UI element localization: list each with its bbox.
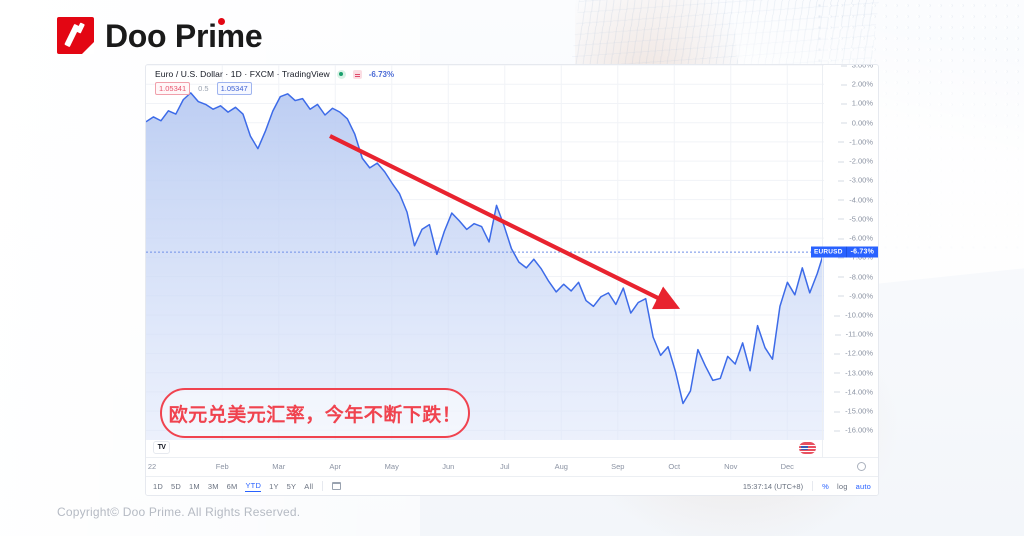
range-button-1y[interactable]: 1Y — [269, 481, 279, 491]
auto-toggle-button[interactable]: auto — [855, 481, 871, 491]
price-axis-tick: -14.00% — [834, 387, 873, 396]
price-axis-tick: 1.00% — [840, 99, 873, 108]
toolbar-right-group: 15:37:14 (UTC+8) % log auto — [743, 481, 871, 491]
price-axis-tick: -2.00% — [838, 157, 873, 166]
price-axis-tick: -12.00% — [834, 349, 873, 358]
tradingview-logo-icon[interactable]: TV — [153, 441, 170, 454]
range-button-6m[interactable]: 6M — [226, 481, 238, 491]
price-area-chart — [146, 65, 824, 440]
range-button-ytd[interactable]: YTD — [245, 480, 262, 492]
settings-icon[interactable] — [352, 69, 362, 79]
price-axis[interactable]: 3.00% 2.00% 1.00% 0.00% -1.00% -2.00% -3.00% -4… — [822, 65, 878, 457]
calendar-icon[interactable] — [332, 482, 342, 490]
gear-icon[interactable] — [857, 462, 866, 471]
time-axis-tick: Aug — [554, 462, 568, 471]
range-button-5d[interactable]: 5D — [171, 481, 181, 491]
chart-title: Euro / U.S. Dollar · 1D · FXCM · Trading… — [155, 69, 330, 79]
time-axis-tick: Sep — [611, 462, 625, 471]
price-axis-tick: 3.00% — [840, 65, 873, 70]
visibility-icon[interactable] — [336, 69, 346, 79]
legend-spread: 0.5 — [198, 84, 209, 93]
time-axis-tick: 22 — [147, 462, 157, 471]
time-axis-tick: Oct — [668, 462, 681, 471]
range-button-5y[interactable]: 5Y — [286, 481, 297, 491]
time-axis[interactable]: 22 Feb Mar Apr May Jun Jul Aug Sep Oct Nov Dec — [146, 457, 878, 476]
clock-label: 15:37:14 (UTC+8) — [742, 481, 804, 491]
range-button-all[interactable]: All — [304, 481, 314, 491]
price-axis-tick: -13.00% — [834, 368, 873, 377]
doo-prime-logo-icon — [57, 17, 94, 54]
range-button-1d[interactable]: 1D — [153, 481, 163, 491]
price-axis-tick: -8.00% — [838, 272, 873, 281]
price-axis-tick: -15.00% — [834, 407, 873, 416]
price-axis-tick: 2.00% — [840, 80, 873, 89]
price-axis-tick: -1.00% — [838, 137, 873, 146]
legend-price-high: 1.05347 — [216, 82, 252, 96]
price-axis-tick: -11.00% — [834, 330, 873, 339]
price-axis-tick: -3.00% — [838, 176, 873, 185]
badge-symbol: EURUSD — [810, 246, 847, 258]
time-axis-tick: Jun — [442, 462, 455, 471]
brand-name-text: Doo Prime — [105, 17, 263, 54]
percent-toggle-button[interactable]: % — [822, 481, 829, 491]
price-axis-tick: 0.00% — [840, 118, 873, 127]
range-button-3m[interactable]: 3M — [207, 481, 219, 491]
footer-copyright: Copyright© Doo Prime. All Rights Reserve… — [57, 505, 301, 519]
brand-name: Doo Prime — [105, 17, 263, 54]
time-axis-tick: Nov — [724, 462, 738, 471]
price-axis-tick: -16.00% — [834, 426, 873, 435]
time-axis-tick: Dec — [780, 462, 794, 471]
range-button-1m[interactable]: 1M — [189, 481, 200, 491]
price-axis-tick: -10.00% — [834, 311, 873, 320]
callout-text: 欧元兑美元汇率，今年不断下跌！ — [168, 404, 462, 426]
time-axis-tick: Apr — [329, 462, 342, 471]
time-axis-tick: Feb — [215, 462, 229, 471]
price-axis-tick: -5.00% — [838, 214, 873, 223]
chart-toolbar: 1D 5D 1M 3M 6M YTD 1Y 5Y All 15:37:14 (UTC+8) % … — [146, 476, 878, 495]
time-axis-tick: Mar — [272, 462, 286, 471]
price-axis-tick: -6.00% — [838, 234, 873, 243]
brand-logo: Doo Prime — [57, 17, 263, 54]
log-toggle-button[interactable]: log — [836, 481, 848, 491]
time-axis-tick: May — [384, 462, 399, 471]
badge-value: -6.73% — [846, 246, 878, 258]
callout-annotation: 欧元兑美元汇率，今年不断下跌！ — [160, 388, 470, 438]
price-axis-tick: -4.00% — [838, 195, 873, 204]
legend-price-low: 1.05341 — [155, 82, 191, 96]
logo-dot-icon — [218, 17, 226, 25]
price-axis-tick: -9.00% — [838, 291, 873, 300]
time-axis-tick: Jul — [499, 462, 510, 471]
chart-legend: Euro / U.S. Dollar · 1D · FXCM · Trading… — [155, 69, 395, 96]
range-button-group[interactable]: 1D 5D 1M 3M 6M YTD 1Y 5Y All — [153, 480, 342, 492]
eu-us-flag-icon — [799, 442, 816, 454]
current-price-badge: EURUSD -6.73% — [810, 246, 878, 258]
legend-change-value: -6.73% — [368, 69, 395, 79]
